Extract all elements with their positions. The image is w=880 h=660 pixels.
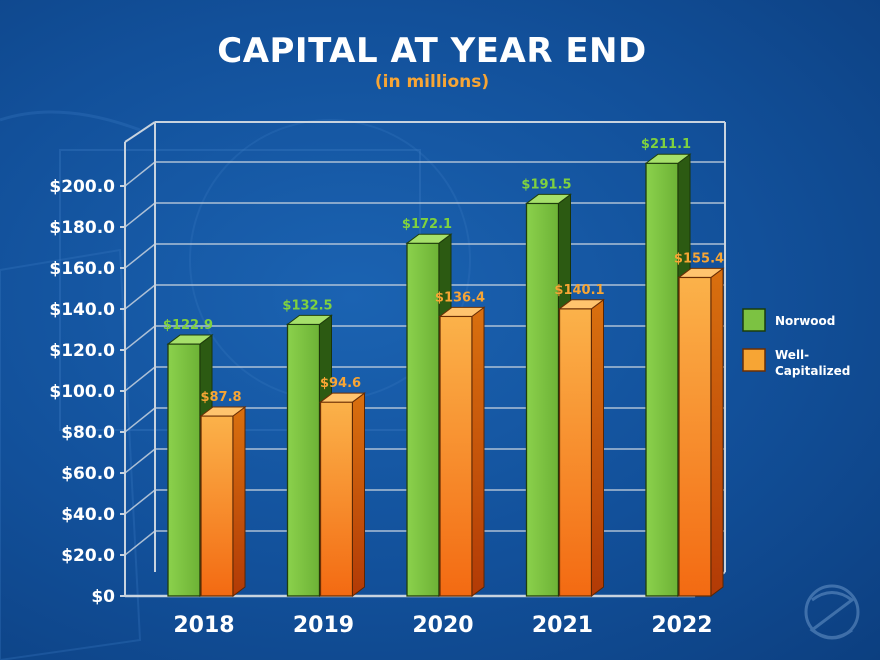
y-tick-label: $40.0 [61, 505, 115, 525]
logo-mark [804, 584, 860, 640]
y-tick-label: $180.0 [49, 218, 115, 238]
bar-value-label: $140.1 [554, 283, 604, 298]
x-tick-label: 2020 [412, 613, 473, 638]
gridline-depth [124, 448, 156, 474]
bar-side [710, 267, 724, 597]
y-tick-label: $100.0 [49, 382, 115, 402]
legend-label-well-capitalized-2: Capitalized [775, 364, 850, 378]
gridline-depth [124, 489, 156, 515]
bar-top [286, 314, 333, 325]
bar-top [319, 392, 366, 403]
x-tick-label: 2018 [173, 613, 234, 638]
gridline-depth [124, 243, 156, 269]
bar-well-capitalized-2022 [677, 267, 725, 597]
bar-value-label: $172.1 [402, 217, 452, 232]
x-tick-label: 2019 [293, 613, 354, 638]
bar-side [471, 306, 485, 597]
bar-labels: $122.9 $87.8 $132.5 $94.6 $172.1 $136.4 $191.5… [163, 137, 724, 405]
gridline-depth [124, 284, 156, 310]
bar-top [438, 306, 486, 317]
chart-subtitle: (in millions) [375, 72, 489, 92]
bar-front [525, 202, 560, 597]
y-axis-top-link [124, 121, 156, 143]
gridline-depth [124, 325, 156, 351]
x-tick-label: 2021 [532, 613, 593, 638]
bar-well-capitalized-2020 [438, 306, 486, 597]
bar-value-label: $191.5 [521, 177, 571, 192]
bar-value-label: $211.1 [641, 137, 691, 152]
bar-well-capitalized-2021 [558, 298, 605, 597]
legend-swatch-well-capitalized [742, 348, 766, 372]
bar-front [319, 401, 354, 597]
legend: Norwood Well- Capitalized [742, 308, 850, 378]
bar-side [352, 392, 365, 597]
y-tick-label: $200.0 [49, 177, 115, 197]
bar-value-label: $94.6 [320, 376, 361, 391]
bar-top [525, 193, 572, 204]
bar-front [645, 162, 679, 597]
gridline-depth [124, 407, 156, 433]
y-tick-label: $160.0 [49, 259, 115, 279]
bar-value-label: $132.5 [282, 298, 332, 313]
bar-value-label: $136.4 [435, 290, 485, 305]
bar-value-label: $122.9 [163, 318, 213, 333]
gridline-depth [124, 161, 156, 187]
bar-front [558, 308, 593, 597]
y-tick-label: $20.0 [61, 546, 115, 566]
bar-front [167, 343, 201, 597]
bar-well-capitalized-2018 [199, 406, 247, 597]
bar-front [200, 415, 234, 597]
gridline-depth [124, 202, 156, 228]
bar-side [232, 406, 246, 597]
bar-top [558, 299, 605, 310]
bar-front [439, 315, 473, 597]
bar-value-label: $87.8 [200, 390, 241, 405]
bar-front [678, 276, 712, 597]
legend-swatch-norwood [742, 308, 766, 332]
bar-top [677, 267, 725, 278]
bar-norwood-2021 [525, 193, 572, 597]
bar-top [644, 153, 692, 164]
legend-label-well-capitalized-1: Well- [775, 348, 809, 362]
bar-well-capitalized-2019 [319, 392, 366, 597]
bar-front [286, 323, 321, 597]
bar-top [405, 233, 453, 244]
gridline-depth [124, 366, 156, 392]
bar-side [591, 298, 604, 597]
gridline-depth [124, 530, 156, 556]
y-tick-label: $120.0 [49, 341, 115, 361]
y-tick-label: $60.0 [61, 464, 115, 484]
x-tick-label: 2022 [651, 613, 712, 638]
y-tick-label: $0 [91, 587, 115, 607]
y-tick-label: $80.0 [61, 423, 115, 443]
x-axis: 2018 2019 2020 2021 2022 [173, 613, 712, 638]
bar-top [199, 406, 247, 417]
chart-title: CAPITAL AT YEAR END [217, 31, 647, 71]
bar-value-label: $155.4 [674, 251, 724, 266]
y-tick-label: $140.0 [49, 300, 115, 320]
bar-top [166, 334, 214, 345]
legend-label-norwood: Norwood [775, 314, 835, 328]
y-axis: $0 $20.0 $40.0 $60.0 $80.0 $100.0 $120.0 $140.0… [49, 177, 125, 607]
bars [166, 153, 725, 597]
